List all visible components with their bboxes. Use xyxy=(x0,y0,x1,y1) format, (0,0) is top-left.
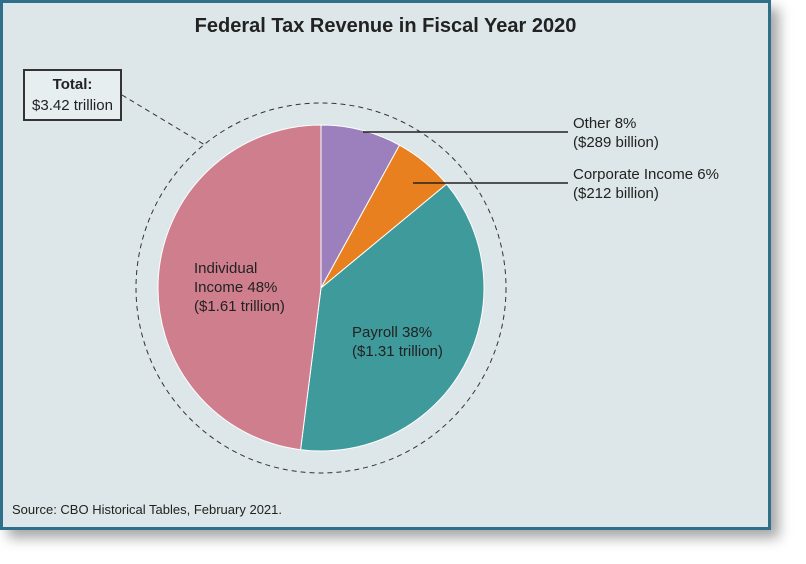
slice-label: Individual Income 48% ($1.61 trillion) xyxy=(194,259,304,316)
total-label: Total: xyxy=(52,76,93,93)
category-label: Corporate Income xyxy=(573,166,694,183)
amount-label: ($289 billion) xyxy=(573,134,659,151)
value-label: 8% xyxy=(614,115,637,132)
value-label: 38% xyxy=(402,324,433,341)
total-ring xyxy=(135,102,507,474)
slice-label: Payroll 38% ($1.31 trillion) xyxy=(352,323,482,361)
category-label: Payroll xyxy=(352,324,398,341)
category-label: Other xyxy=(573,115,611,132)
amount-label: ($212 billion) xyxy=(573,185,659,202)
total-value: $3.42 trillion xyxy=(32,97,113,114)
value-label: 6% xyxy=(697,166,719,183)
slice-label: Other 8% ($289 billion) xyxy=(573,114,773,152)
total-box: Total: $3.42 trillion xyxy=(23,69,122,121)
source: Source: CBO Historical Tables, February … xyxy=(12,502,282,517)
label-line: Corporate Income 6% xyxy=(573,165,773,184)
amount-label: ($1.61 trillion) xyxy=(194,298,285,315)
total-leader xyxy=(121,94,206,146)
pie-slice xyxy=(300,183,485,452)
value-label: 48% xyxy=(247,279,278,296)
slices xyxy=(157,124,485,452)
label-line: Other 8% xyxy=(573,114,773,133)
slice-label: Corporate Income 6% ($212 billion) xyxy=(573,165,773,203)
label-line: Payroll 38% xyxy=(352,323,482,342)
amount-label: ($1.31 trillion) xyxy=(352,343,443,360)
label-line: Individual Income 48% xyxy=(194,259,304,297)
chart-title: Federal Tax Revenue in Fiscal Year 2020 xyxy=(194,15,577,37)
pie-slice xyxy=(157,124,322,451)
category-label: Individual Income xyxy=(194,260,258,296)
